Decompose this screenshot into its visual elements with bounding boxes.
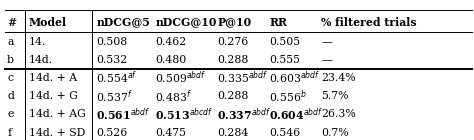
Text: 0.508: 0.508 — [96, 37, 128, 47]
Text: Model: Model — [29, 17, 67, 28]
Text: 23.4%: 23.4% — [321, 73, 356, 83]
Text: b: b — [7, 55, 14, 65]
Text: nDCG@10: nDCG@10 — [155, 17, 217, 28]
Text: 0.475: 0.475 — [155, 128, 186, 138]
Text: 0.556: 0.556 — [0, 139, 1, 140]
Text: 0.561: 0.561 — [0, 139, 1, 140]
Text: 14.: 14. — [29, 37, 46, 47]
Text: 26.3%: 26.3% — [321, 109, 356, 119]
Text: 0.604$^{\mathit{abdf}}$: 0.604$^{\mathit{abdf}}$ — [269, 106, 323, 123]
Text: P@10: P@10 — [217, 17, 251, 28]
Text: 0.505: 0.505 — [269, 37, 301, 47]
Text: 0.556$^{\mathit{b}}$: 0.556$^{\mathit{b}}$ — [269, 88, 307, 105]
Text: 0.537: 0.537 — [0, 139, 1, 140]
Text: 0.509: 0.509 — [0, 139, 1, 140]
Text: 0.276: 0.276 — [217, 37, 248, 47]
Text: 0.603$^{\mathit{abdf}}$: 0.603$^{\mathit{abdf}}$ — [269, 70, 320, 86]
Text: 0.509: 0.509 — [0, 139, 1, 140]
Text: 0.513$^{\mathit{abcdf}}$: 0.513$^{\mathit{abcdf}}$ — [155, 106, 214, 123]
Text: % filtered trials: % filtered trials — [321, 17, 417, 28]
Text: f: f — [7, 128, 11, 138]
Text: 0.335$^{\mathit{abdf}}$: 0.335$^{\mathit{abdf}}$ — [217, 70, 268, 86]
Text: —: — — [321, 37, 332, 47]
Text: e: e — [7, 109, 13, 119]
Text: 0.337$^{\mathit{abdf}}$: 0.337$^{\mathit{abdf}}$ — [217, 106, 271, 123]
Text: 0.288: 0.288 — [217, 55, 248, 65]
Text: 0.526: 0.526 — [96, 128, 128, 138]
Text: 0.480: 0.480 — [155, 55, 187, 65]
Text: 0.284: 0.284 — [217, 128, 248, 138]
Text: 14d. + SD: 14d. + SD — [29, 128, 85, 138]
Text: 0.554: 0.554 — [0, 139, 1, 140]
Text: 0.546: 0.546 — [269, 128, 301, 138]
Text: —: — — [321, 55, 332, 65]
Text: 0.561$^{\mathit{abdf}}$: 0.561$^{\mathit{abdf}}$ — [96, 106, 150, 123]
Text: 0.483$^{\mathit{f}}$: 0.483$^{\mathit{f}}$ — [155, 88, 192, 105]
Text: 14d. + AG: 14d. + AG — [29, 109, 86, 119]
Text: 5.7%: 5.7% — [321, 91, 349, 101]
Text: 0.483: 0.483 — [0, 139, 1, 140]
Text: d: d — [7, 91, 14, 101]
Text: 0.337: 0.337 — [0, 139, 1, 140]
Text: 0.537$^{\mathit{f}}$: 0.537$^{\mathit{f}}$ — [96, 88, 133, 105]
Text: 0.335: 0.335 — [0, 139, 1, 140]
Text: RR: RR — [269, 17, 287, 28]
Text: 0.554$^{\mathit{af}}$: 0.554$^{\mathit{af}}$ — [96, 70, 138, 86]
Text: 0.335: 0.335 — [0, 139, 1, 140]
Text: 0.288: 0.288 — [217, 91, 248, 101]
Text: 0.513: 0.513 — [0, 139, 1, 140]
Text: 14d.: 14d. — [29, 55, 53, 65]
Text: 0.595: 0.595 — [0, 139, 1, 140]
Text: 0.462: 0.462 — [155, 37, 187, 47]
Text: 0.7%: 0.7% — [321, 128, 349, 138]
Text: 0.555: 0.555 — [0, 139, 1, 140]
Text: a: a — [7, 37, 13, 47]
Text: 0.532: 0.532 — [96, 55, 128, 65]
Text: nDCG@5: nDCG@5 — [96, 17, 150, 28]
Text: 14d. + G: 14d. + G — [29, 91, 78, 101]
Text: 14d. + A: 14d. + A — [29, 73, 77, 83]
Text: 0.555: 0.555 — [269, 55, 300, 65]
Text: 0.603: 0.603 — [0, 139, 1, 140]
Text: 0.604: 0.604 — [0, 139, 1, 140]
Text: 0.509$^{\mathit{abdf}}$: 0.509$^{\mathit{abdf}}$ — [155, 70, 207, 86]
Text: c: c — [7, 73, 13, 83]
Text: #: # — [7, 17, 16, 28]
